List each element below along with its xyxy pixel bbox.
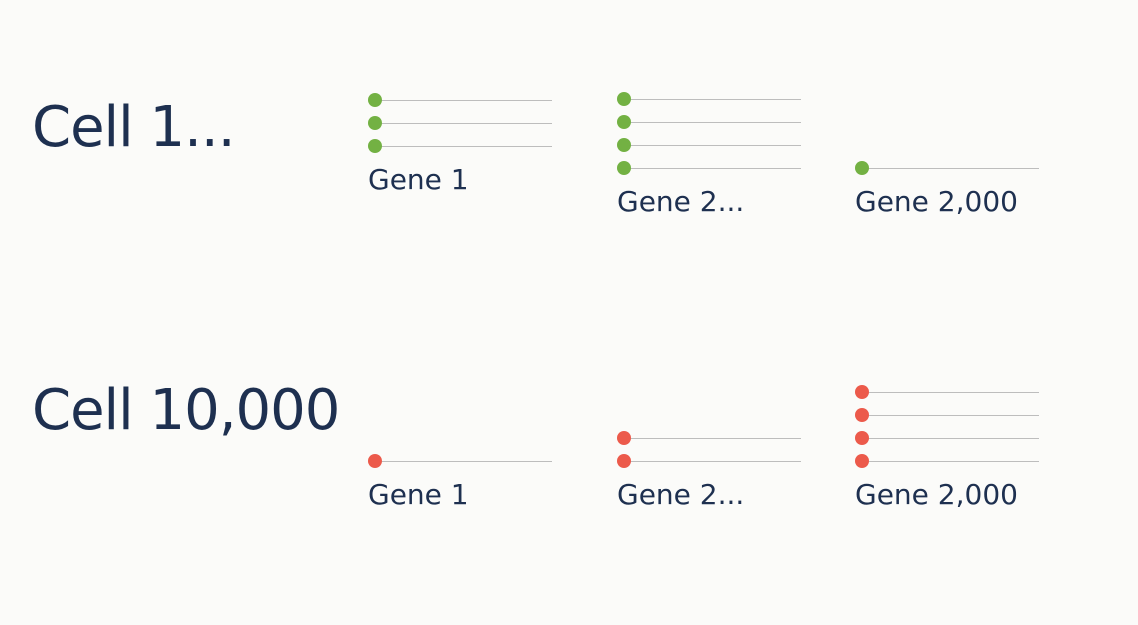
- molecule-dot: [617, 454, 631, 468]
- molecule-strand: [623, 438, 801, 439]
- molecule-strand: [861, 168, 1039, 169]
- molecule-strand: [374, 100, 552, 101]
- molecule-strand: [374, 461, 552, 462]
- molecule-strand: [623, 145, 801, 146]
- molecule-dot: [617, 115, 631, 129]
- cell-1-label: Cell 1...: [32, 95, 236, 160]
- molecule-dot: [617, 92, 631, 106]
- cell-10000-label: Cell 10,000: [32, 378, 340, 443]
- molecule-strand: [623, 122, 801, 123]
- molecule-strand: [623, 99, 801, 100]
- molecule-dot: [368, 116, 382, 130]
- cell-10000-gene-2-label: Gene 2...: [617, 478, 745, 511]
- molecule-strand: [861, 415, 1039, 416]
- molecule-strand: [623, 168, 801, 169]
- molecule-dot: [855, 431, 869, 445]
- cell-1-gene-2000-label: Gene 2,000: [855, 185, 1018, 218]
- molecule-dot: [617, 431, 631, 445]
- molecule-dot: [368, 93, 382, 107]
- molecule-dot: [855, 385, 869, 399]
- molecule-strand: [861, 461, 1039, 462]
- cell-10000-gene-1-label: Gene 1: [368, 478, 469, 511]
- cell-1-gene-2-label: Gene 2...: [617, 185, 745, 218]
- molecule-strand: [374, 146, 552, 147]
- molecule-dot: [617, 138, 631, 152]
- molecule-strand: [623, 461, 801, 462]
- molecule-dot: [617, 161, 631, 175]
- molecule-dot: [368, 139, 382, 153]
- molecule-strand: [374, 123, 552, 124]
- cell-1-gene-1-label: Gene 1: [368, 163, 469, 196]
- molecule-dot: [855, 161, 869, 175]
- molecule-strand: [861, 438, 1039, 439]
- molecule-strand: [861, 392, 1039, 393]
- molecule-dot: [855, 408, 869, 422]
- cell-10000-gene-2000-label: Gene 2,000: [855, 478, 1018, 511]
- molecule-dot: [855, 454, 869, 468]
- molecule-dot: [368, 454, 382, 468]
